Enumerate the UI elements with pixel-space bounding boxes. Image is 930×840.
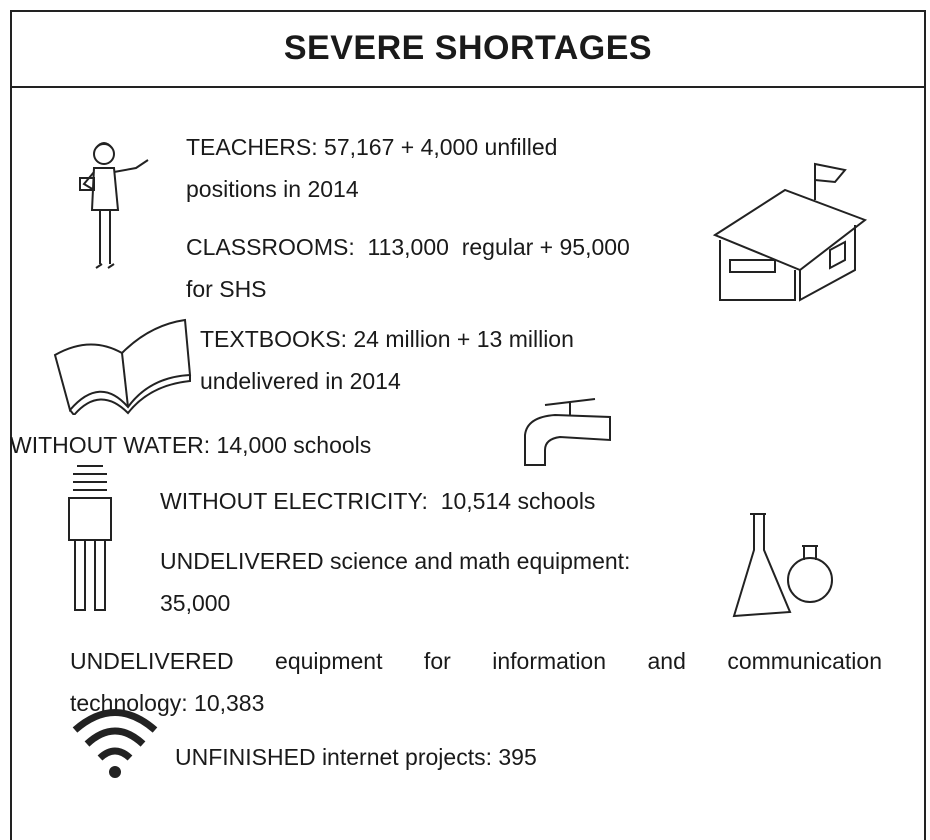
title-bar: SEVERE SHORTAGES bbox=[10, 10, 926, 88]
text-line: 35,000 bbox=[160, 582, 630, 624]
wifi-icon bbox=[70, 700, 160, 780]
item: WITHOUT ELECTRICITY: 10,514 schools bbox=[160, 480, 595, 522]
item: UNDELIVERED equipment for information an… bbox=[70, 640, 882, 724]
text-line: TEACHERS: 57,167 + 4,000 unfilled bbox=[186, 126, 557, 168]
book-icon bbox=[50, 315, 195, 415]
item: UNFINISHED internet projects: 395 bbox=[175, 736, 537, 778]
teacher-icon bbox=[76, 138, 156, 278]
text-line: WITHOUT ELECTRICITY: 10,514 schools bbox=[160, 480, 595, 522]
faucet-icon bbox=[515, 395, 615, 470]
flask-icon bbox=[730, 510, 840, 620]
bulb-icon bbox=[65, 460, 115, 620]
text-line: TEXTBOOKS: 24 million + 13 million bbox=[200, 318, 574, 360]
text-line: UNDELIVERED equipment for information an… bbox=[70, 640, 882, 682]
school-icon bbox=[705, 160, 880, 305]
title: SEVERE SHORTAGES bbox=[284, 29, 652, 68]
item: UNDELIVERED science and math equipment:3… bbox=[160, 540, 630, 624]
text-line: UNFINISHED internet projects: 395 bbox=[175, 736, 537, 778]
text-line: positions in 2014 bbox=[186, 168, 557, 210]
text-line: CLASSROOMS: 113,000 regular + 95,000 bbox=[186, 226, 630, 268]
page: SEVERE SHORTAGES TEACHERS: 57,167 + 4,00… bbox=[0, 0, 930, 834]
text-line: technology: 10,383 bbox=[70, 682, 882, 724]
text-line: for SHS bbox=[186, 268, 630, 310]
text-line: UNDELIVERED science and math equipment: bbox=[160, 540, 630, 582]
